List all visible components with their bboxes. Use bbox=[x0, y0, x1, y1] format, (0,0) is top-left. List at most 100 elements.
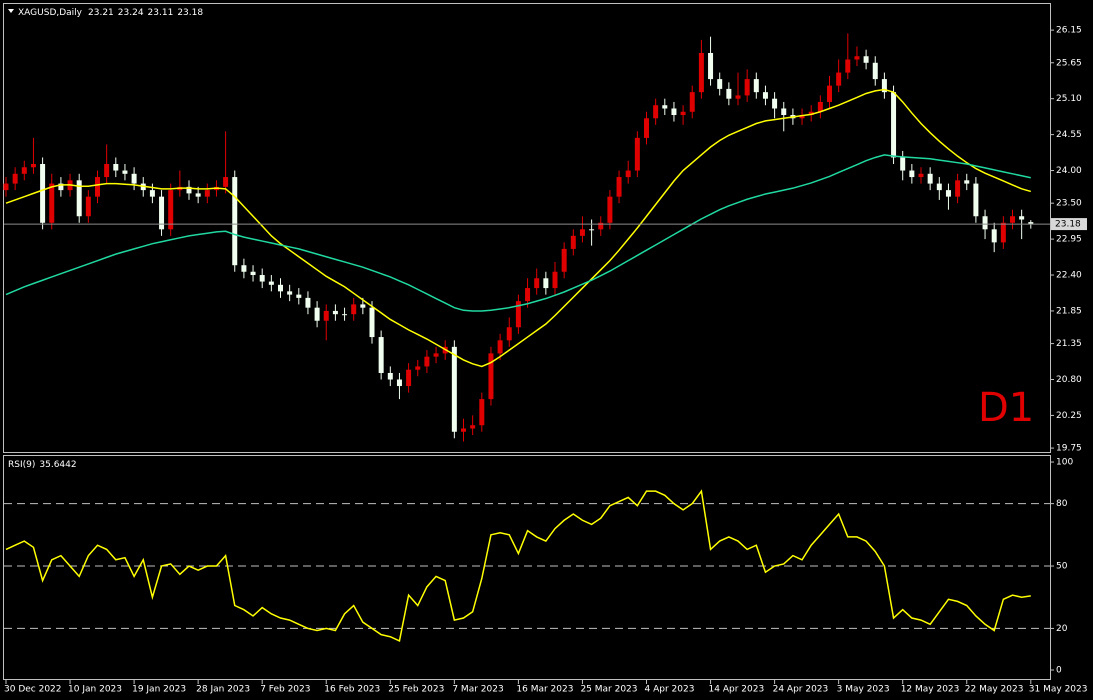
candle-body bbox=[1028, 222, 1034, 225]
candle-body bbox=[21, 167, 27, 174]
candle-body bbox=[616, 177, 622, 197]
y-tick-label: 25.65 bbox=[1056, 58, 1082, 68]
candle-body bbox=[278, 284, 283, 292]
x-tick-label: 28 Jan 2023 bbox=[196, 685, 250, 695]
candle-body bbox=[104, 164, 110, 178]
x-tick-label: 12 May 2023 bbox=[901, 685, 960, 695]
candle-body bbox=[515, 301, 521, 328]
y-tick-label: 22.40 bbox=[1056, 271, 1082, 281]
y-tick-label: 50 bbox=[1056, 562, 1068, 572]
rsi-title: RSI(9) bbox=[8, 460, 35, 470]
candle-body bbox=[1000, 222, 1006, 243]
candle-body bbox=[250, 271, 256, 276]
x-tick-label: 14 Apr 2023 bbox=[709, 685, 765, 695]
candle-body bbox=[232, 177, 238, 266]
candle-body bbox=[909, 170, 915, 178]
candle-body bbox=[149, 190, 155, 197]
rsi-last-value: 35.6442 bbox=[39, 460, 76, 470]
candle-body bbox=[689, 92, 695, 112]
candle-body bbox=[891, 92, 897, 158]
candle-body bbox=[360, 304, 366, 308]
candle-body bbox=[1010, 216, 1015, 223]
x-tick-label: 16 Mar 2023 bbox=[516, 685, 573, 695]
candle-body bbox=[735, 95, 741, 99]
candle-body bbox=[845, 59, 851, 73]
candle-body bbox=[323, 310, 329, 321]
candle-body bbox=[332, 310, 338, 315]
candle-body bbox=[1019, 216, 1025, 220]
y-tick-label: 21.85 bbox=[1056, 306, 1082, 316]
candle-body bbox=[122, 170, 128, 174]
candle-body bbox=[76, 180, 82, 217]
x-tick-label: 16 Feb 2023 bbox=[324, 685, 380, 695]
candle-body bbox=[396, 379, 402, 387]
timeframe-label: D1 bbox=[978, 385, 1034, 431]
candle-body bbox=[955, 180, 961, 197]
candle-body bbox=[808, 111, 814, 116]
candle-body bbox=[406, 369, 412, 387]
x-tick-label: 19 Jan 2023 bbox=[132, 685, 186, 695]
candle-body bbox=[342, 314, 348, 316]
candle-body bbox=[863, 56, 869, 63]
x-tick-label: 22 May 2023 bbox=[965, 685, 1024, 695]
candle-body bbox=[40, 164, 46, 223]
candle-body bbox=[424, 356, 430, 367]
moving-average bbox=[5, 154, 1031, 312]
candle-body bbox=[241, 265, 247, 272]
rsi-line bbox=[5, 489, 1031, 642]
candle-body bbox=[168, 190, 174, 230]
candle-body bbox=[781, 108, 787, 116]
candle-body bbox=[488, 353, 494, 400]
candle-body bbox=[570, 235, 576, 249]
candle-body bbox=[49, 183, 55, 223]
y-tick-label: 19.75 bbox=[1056, 444, 1082, 454]
candle-body bbox=[479, 399, 485, 426]
candle-body bbox=[744, 79, 750, 96]
candle-body bbox=[973, 183, 979, 217]
candle-body bbox=[799, 115, 805, 119]
candle-body bbox=[918, 173, 924, 178]
x-tick-label: 10 Jan 2023 bbox=[68, 685, 122, 695]
y-tick-label: 100 bbox=[1056, 458, 1073, 468]
candle-body bbox=[708, 52, 714, 80]
rsi-panel-frame bbox=[3, 455, 1051, 680]
candle-body bbox=[534, 278, 540, 289]
last-price-box bbox=[1051, 218, 1087, 231]
candle-body bbox=[378, 337, 384, 373]
header-high: 23.24 bbox=[118, 8, 144, 18]
candle-body bbox=[836, 72, 842, 86]
candle-body bbox=[506, 327, 512, 341]
price-panel-frame bbox=[3, 3, 1051, 453]
candle-body bbox=[579, 229, 585, 236]
y-tick-label: 21.35 bbox=[1056, 339, 1082, 349]
candle-body bbox=[296, 294, 302, 298]
y-tick-label: 20.25 bbox=[1056, 411, 1082, 421]
menu-triangle[interactable] bbox=[8, 9, 14, 13]
header-low: 23.11 bbox=[148, 8, 174, 18]
candle-body bbox=[945, 190, 951, 197]
candle-body bbox=[58, 183, 64, 191]
candle-body bbox=[726, 88, 732, 99]
candle-body bbox=[671, 108, 677, 116]
y-tick-label: 26.15 bbox=[1056, 26, 1082, 36]
candle-body bbox=[314, 307, 320, 321]
x-tick-label: 7 Feb 2023 bbox=[260, 685, 310, 695]
candle-body bbox=[625, 170, 631, 178]
candle-body bbox=[223, 177, 229, 187]
candle-body bbox=[900, 157, 906, 171]
candle-body bbox=[927, 173, 933, 184]
candle-body bbox=[113, 164, 119, 171]
candle-body bbox=[95, 177, 100, 197]
candle-body bbox=[607, 196, 613, 223]
x-tick-label: 25 Feb 2023 bbox=[388, 685, 444, 695]
y-tick-label: 23.50 bbox=[1056, 199, 1082, 209]
y-tick-label: 80 bbox=[1056, 499, 1068, 509]
candle-body bbox=[159, 196, 165, 230]
candle-body bbox=[305, 297, 311, 308]
y-tick-label: 20 bbox=[1056, 624, 1068, 634]
candle-body bbox=[497, 340, 503, 354]
candle-body bbox=[369, 307, 375, 338]
candle-body bbox=[753, 79, 759, 93]
candle-body bbox=[634, 137, 640, 171]
